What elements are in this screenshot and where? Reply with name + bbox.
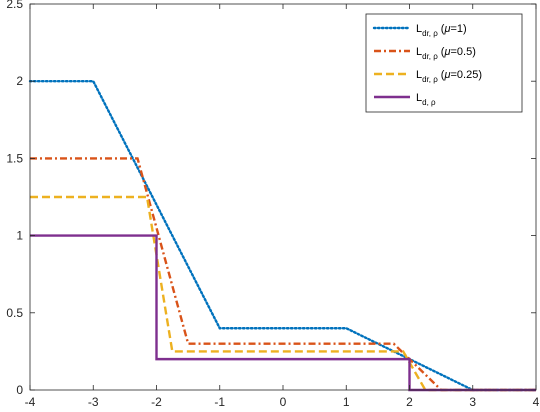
axes-layer: -4 -3 -2 -1 0 1 2 3 4 0 0.5 1 1.5 2 2.5	[6, 0, 539, 409]
y-tick-label: 2.5	[6, 0, 23, 11]
x-tick-label: 0	[280, 395, 287, 409]
x-tick-label: -4	[25, 395, 36, 409]
y-tick-label: 1.5	[6, 151, 23, 165]
x-tick-label: -1	[214, 395, 225, 409]
legend-label-1: Ldr, ρ (μ=1)	[416, 23, 467, 38]
legend: Ldr, ρ (μ=1) Ldr, ρ (μ=0.5) Ldr, ρ (μ=0.25) Ld…	[365, 13, 523, 113]
y-tick-label: 2	[16, 74, 23, 88]
x-tick-label: -2	[151, 395, 162, 409]
y-tick-label: 0.5	[6, 306, 23, 320]
y-tick-label: 0	[16, 383, 23, 397]
x-tick-label: 1	[343, 395, 350, 409]
x-tick-label: 3	[469, 395, 476, 409]
legend-label-4: Ld, ρ	[416, 92, 436, 107]
legend-label-2: Ldr, ρ (μ=0.5)	[416, 46, 476, 61]
legend-box	[365, 13, 523, 113]
legend-label-3: Ldr, ρ (μ=0.25)	[416, 69, 482, 84]
x-tick-label: 2	[406, 395, 413, 409]
x-tick-label: 4	[533, 395, 540, 409]
y-tick-label: 1	[16, 229, 23, 243]
x-tick-label: -3	[88, 395, 99, 409]
